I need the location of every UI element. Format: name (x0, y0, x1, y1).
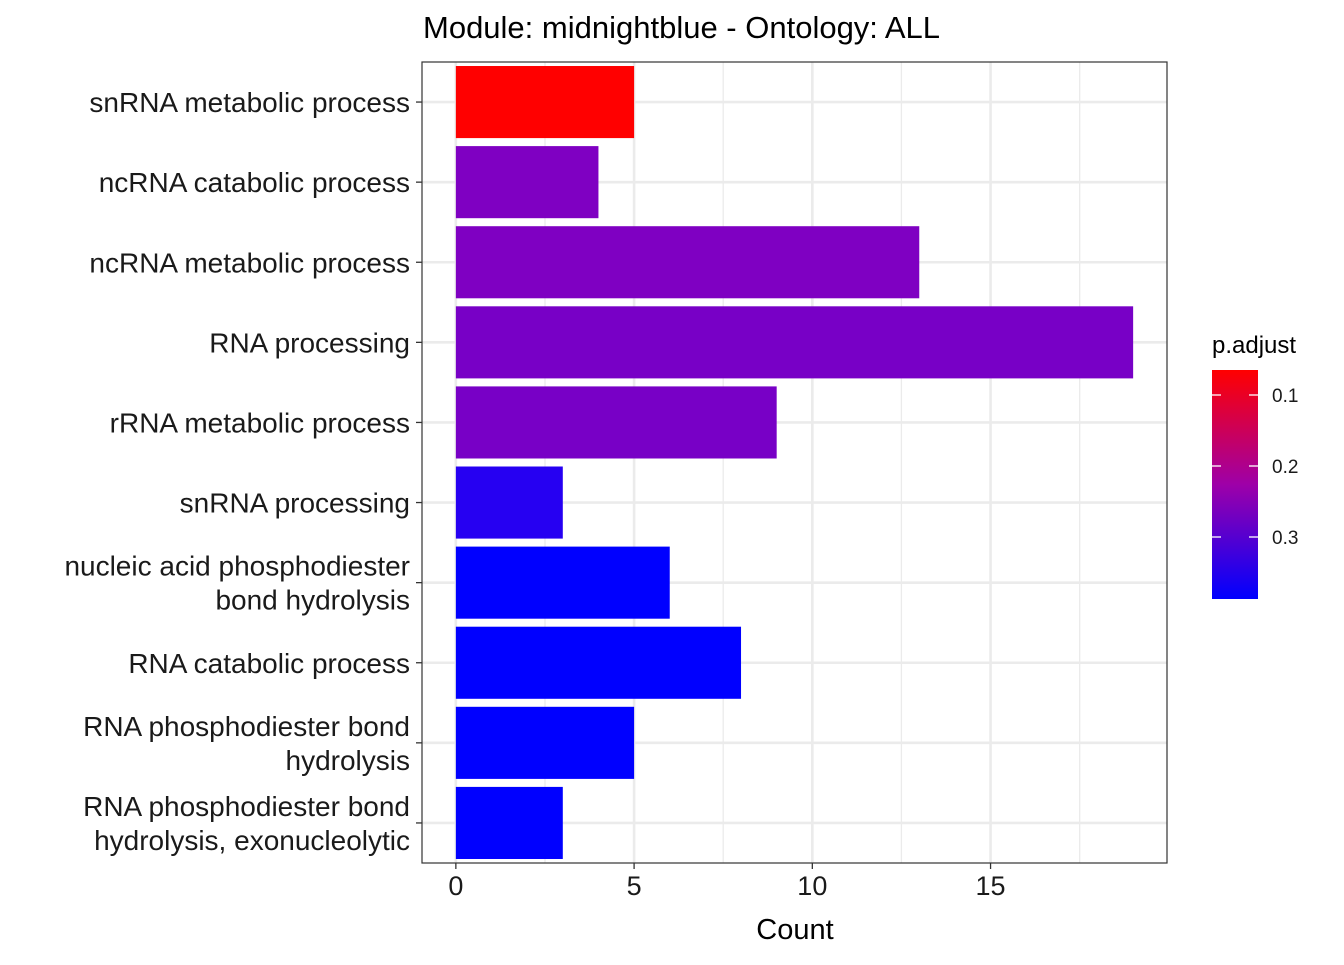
bar (455, 786, 563, 859)
x-axis-ticks: 0 5 10 15 (448, 863, 1006, 901)
y-tick-label: RNA processing (209, 327, 410, 358)
legend: p.adjust 0.1 0.2 0.3 (1212, 332, 1298, 599)
legend-tick-label: 0.3 (1272, 528, 1298, 549)
bar (455, 706, 635, 779)
plot-panel-border (421, 61, 1168, 864)
y-tick-label: hydrolysis (286, 745, 410, 776)
bar (455, 386, 777, 459)
x-tick-label: 5 (627, 871, 642, 901)
y-tick-label: rRNA metabolic process (110, 407, 410, 438)
bar (455, 546, 670, 619)
bar (455, 146, 599, 219)
bar (455, 66, 635, 139)
legend-tick-label: 0.1 (1272, 386, 1298, 407)
legend-title: p.adjust (1212, 332, 1296, 359)
bar (455, 626, 742, 699)
x-tick-label: 10 (797, 871, 827, 901)
bar (455, 226, 920, 299)
x-axis-label: Count (756, 914, 833, 946)
y-tick-label: ncRNA catabolic process (99, 167, 410, 198)
y-tick-label: ncRNA metabolic process (89, 247, 410, 278)
y-tick-label: bond hydrolysis (215, 585, 410, 616)
y-tick-label: RNA phosphodiester bond (83, 711, 410, 742)
y-tick-label: nucleic acid phosphodiester (64, 551, 410, 582)
bars (455, 66, 1134, 859)
bar (455, 306, 1134, 379)
legend-ticks: 0.1 0.2 0.3 (1212, 386, 1298, 549)
legend-tick-label: 0.2 (1272, 457, 1298, 478)
legend-colorbar (1212, 370, 1258, 599)
bar (455, 466, 563, 539)
y-tick-label: RNA catabolic process (128, 648, 410, 679)
x-tick-label: 0 (448, 871, 463, 901)
y-tick-label: hydrolysis, exonucleolytic (94, 825, 410, 856)
y-tick-label: snRNA metabolic process (89, 87, 410, 118)
x-tick-label: 15 (976, 871, 1006, 901)
y-tick-label: RNA phosphodiester bond (83, 791, 410, 822)
chart-title: Module: midnightblue - Ontology: ALL (423, 10, 940, 45)
y-axis-labels: snRNA metabolic process ncRNA catabolic p… (64, 87, 422, 856)
y-tick-label: snRNA processing (180, 488, 410, 519)
